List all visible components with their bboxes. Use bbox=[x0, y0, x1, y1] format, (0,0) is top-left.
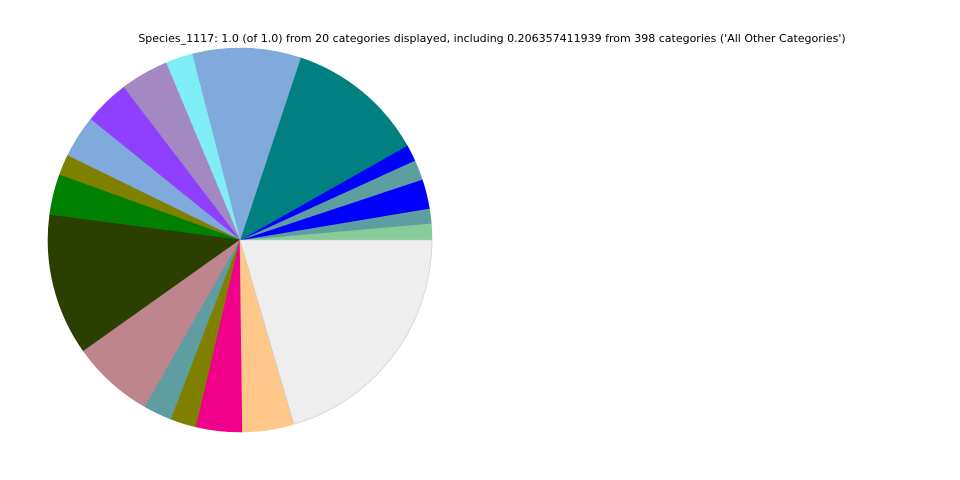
chart-title: Species_1117: 1.0 (of 1.0) from 20 categ… bbox=[138, 32, 846, 45]
pie-slices bbox=[47, 47, 433, 433]
pie-slice-6 bbox=[239, 57, 408, 241]
pie-slice-14 bbox=[47, 214, 241, 352]
pie-slice-20 bbox=[239, 239, 433, 425]
pie-slice-7 bbox=[191, 47, 301, 242]
